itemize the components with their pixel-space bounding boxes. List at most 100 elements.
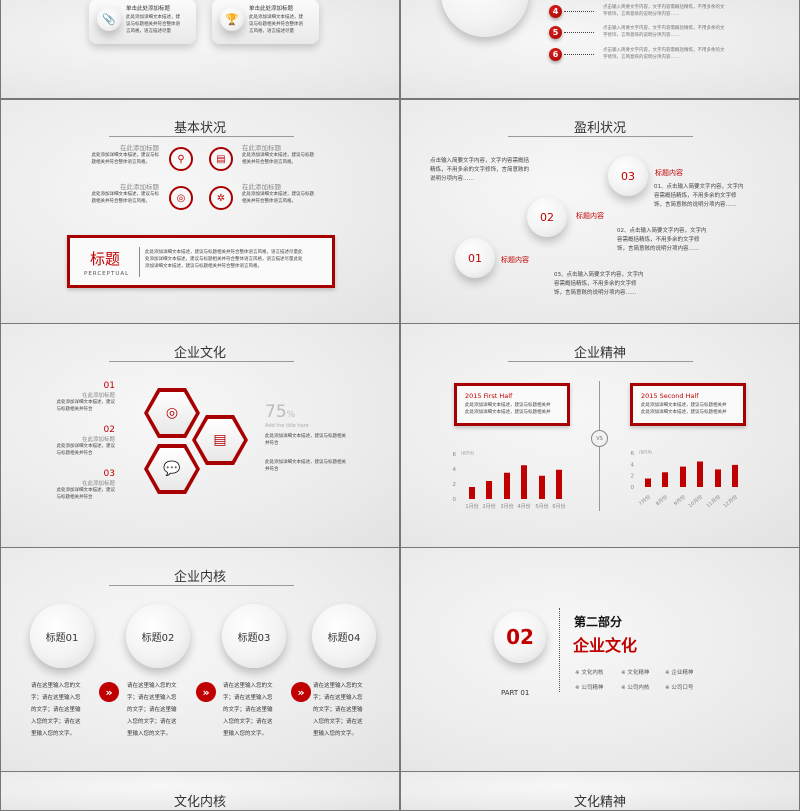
item-text: 的文字；请在这里输 bbox=[223, 707, 273, 713]
slide-thumbnail-cards[interactable]: 📎 单击此处添加标题 此处添加详细文本描述，建 议与标题相关并符合整体语 言风格… bbox=[0, 0, 400, 99]
item-text: 此处添加详细文本描述，建议与标 bbox=[91, 153, 160, 158]
y-tick-label: 2 bbox=[453, 482, 457, 488]
title-circle: 标题03 bbox=[222, 604, 286, 668]
unit-label: (百万元) bbox=[461, 451, 475, 455]
gear-icon: ✲ bbox=[209, 186, 233, 210]
note-text: 饰，言简意赅的说明分项内容…… bbox=[554, 290, 637, 296]
percent-value: 75 bbox=[265, 402, 287, 422]
slide-thumbnail-list[interactable]: 4 点击输入简要文字内容，文字内容需概括精炼，不用多余的文 字修饰，言简意赅的说明分… bbox=[400, 0, 800, 99]
note-text: 饰，言简意赅的说明分项内容…… bbox=[617, 246, 700, 252]
card-text: 此处添加详细文本描述，建 bbox=[126, 15, 180, 20]
slide-thumbnail-basic[interactable]: 基本状况 ⚲ 在此添加标题 此处添加详细文本描述，建议与标 题相关并符合整体语言风格。… bbox=[0, 99, 400, 324]
x-tick-label: 11月份 bbox=[705, 493, 722, 509]
card-text: 此处添加详细文本描述，建 bbox=[249, 15, 303, 20]
hexagon: ▤ bbox=[192, 415, 248, 465]
slide-thumbnail-culture-spirit[interactable]: 文化精神 bbox=[400, 771, 800, 811]
number-badge: 6 bbox=[549, 48, 562, 61]
document-icon: ▤ bbox=[209, 147, 233, 171]
x-tick-label: 7月份 bbox=[637, 493, 652, 507]
note-text: 03、点击输入简要文字内容，文字内 bbox=[554, 272, 644, 278]
feature-card: 🏆 单击此处添加标题 此处添加详细文本描述，建 议与标题相关并符合整体语 言风格… bbox=[212, 0, 319, 44]
item-text: 题相关并符合整体语言风格。 bbox=[91, 199, 151, 204]
note-text: 01、点击输入简要文字内容，文字内 bbox=[654, 184, 744, 190]
hexagon: 💬 bbox=[144, 444, 200, 494]
slide-title: 企业文化 bbox=[173, 346, 226, 361]
box-text: 处添加详细文本描述，建议与标题相关并符合整体语言风格，语言描述尽量此处 bbox=[145, 257, 303, 262]
bar-charts: 0 2 4 6 (百万元) 1月份 2月份 3月份 4月份 5月份 6月份 0 2 4 6 (百万元) 7月份 8… bbox=[453, 450, 739, 510]
item-text: 与标题相关并符合 bbox=[56, 451, 93, 456]
slide-thumbnail-profit[interactable]: 盈利状况 点击输入简要文字内容，文字内容需概括 精炼，不用多余的文字修饰，言简意… bbox=[400, 99, 800, 324]
note-text: 容需概括精炼，不用多余的文字修 bbox=[617, 237, 700, 243]
x-tick-label: 8月份 bbox=[654, 493, 669, 507]
item-text: 字修饰，言简意赅的说明分项内容…… bbox=[603, 12, 680, 17]
card-text: 言风格，语言描述尽量 bbox=[249, 29, 294, 34]
box-subheading: PERCEPTUAL bbox=[84, 271, 130, 277]
intro-text: 精炼，不用多余的文字修饰，言简意赅的 bbox=[430, 167, 530, 173]
bar bbox=[504, 472, 510, 499]
second-half-box: 2015 Second Half 此处添加详细文本描述，建议与标题相关并 此处添… bbox=[630, 383, 746, 426]
box-text: 添加详细文本描述，建议与标题相关并符合整体语言风格。 bbox=[145, 264, 262, 269]
number-badge: 4 bbox=[549, 5, 562, 18]
heading-box: 标题 PERCEPTUAL 此处添加详细文本描述，建议与标题相关并符合整体语言风… bbox=[67, 235, 335, 288]
section-number: 02 bbox=[494, 611, 546, 663]
bar bbox=[732, 464, 738, 487]
x-tick-label: 5月份 bbox=[535, 503, 548, 510]
item-number: 01 bbox=[103, 381, 115, 391]
vs-badge: VS bbox=[591, 430, 608, 447]
y-tick-label: 6 bbox=[631, 451, 635, 457]
slide-thumbnail-core[interactable]: 企业内核 标题01 请在这里输入您的文 字；请在这里输入您 的文字；请在这里输 入您的文… bbox=[0, 547, 400, 772]
step-label: 标题内容 bbox=[501, 256, 529, 264]
section-title: 企业文化 bbox=[573, 636, 638, 655]
bar bbox=[469, 487, 475, 499]
dotted-connector bbox=[564, 11, 594, 12]
x-tick-label: 1月份 bbox=[465, 503, 478, 510]
note-text: 饰，言简意赅的说明分项内容…… bbox=[654, 202, 737, 208]
bar bbox=[697, 461, 703, 487]
card-text: 言风格，语言描述尽量 bbox=[126, 29, 171, 34]
slide-title: 企业精神 bbox=[573, 346, 626, 361]
item-text: 与标题相关并符合 bbox=[56, 495, 93, 500]
slide-thumbnail-spirit[interactable]: 企业精神 2015 First Half 此处添加详细文本描述，建议与标题相关并… bbox=[400, 323, 800, 548]
step-circle: 03 bbox=[608, 156, 648, 196]
section-item: ※ 文化精神 bbox=[621, 670, 650, 676]
item-number: 02 bbox=[103, 425, 115, 435]
item-text: 请在这里输入您的文 bbox=[313, 683, 363, 689]
bar bbox=[556, 469, 562, 499]
bar bbox=[662, 472, 668, 487]
section-item: ※ 公司口号 bbox=[665, 685, 694, 691]
dotted-connector bbox=[564, 54, 594, 55]
item-text: 请在这里输入您的文 bbox=[127, 683, 177, 689]
card-title: 单击此处添加标题 bbox=[249, 6, 294, 12]
item-text: 此处添加详细文本描述，建议与标题 bbox=[242, 153, 314, 158]
item-text: 此处添加详细文本描述，建议 bbox=[56, 400, 116, 405]
box-title: 2015 First Half bbox=[465, 392, 513, 400]
search-icon: ⚲ bbox=[169, 147, 193, 171]
y-tick-label: 4 bbox=[453, 467, 457, 473]
card-text: 议与标题相关并符合整体语 bbox=[249, 22, 303, 27]
x-tick-label: 9月份 bbox=[672, 493, 687, 507]
paperclip-icon: 📎 bbox=[97, 7, 121, 31]
percent-caption: Add the title here bbox=[265, 423, 309, 429]
item-text: 字修饰，言简意赅的说明分项内容…… bbox=[603, 55, 680, 60]
bar bbox=[680, 466, 686, 487]
title-circle: 标题01 bbox=[30, 604, 94, 668]
slide-thumbnail-section[interactable]: 02 PART 01 第二部分 企业文化 ※ 文化内核 ※ 文化精神 ※ 企业精神 ※… bbox=[400, 547, 800, 772]
y-tick-label: 4 bbox=[631, 462, 635, 468]
slide-thumbnail-core-culture[interactable]: 文化内核 bbox=[0, 771, 400, 811]
part-label: PART 01 bbox=[501, 689, 530, 697]
item-text: 与标题相关并符合 bbox=[56, 407, 93, 412]
item-text: 相关并符合整体语言风格。 bbox=[242, 160, 296, 165]
section-item: ※ 企业精神 bbox=[665, 670, 694, 676]
x-tick-label: 4月份 bbox=[517, 503, 530, 510]
slide-thumbnail-culture[interactable]: 企业文化 01 在此添加标题 此处添加详细文本描述，建议 与标题相关并符合 02 在此添加… bbox=[0, 323, 400, 548]
item-text: 里输入您的文字。 bbox=[31, 731, 76, 737]
double-chevron-right-icon: » bbox=[291, 682, 311, 702]
item-text: 点击输入简要文字内容，文字内容需概括精炼，不用多余的文 bbox=[603, 48, 725, 53]
item-text: 字；请在这里输入您 bbox=[223, 695, 273, 701]
item-title: 在此添加标题 bbox=[242, 144, 281, 152]
note-text: 02、点击输入简要文字内容，文字内 bbox=[617, 228, 707, 234]
item-text: 的文字；请在这里输 bbox=[127, 707, 177, 713]
x-tick-label: 12月份 bbox=[722, 493, 739, 509]
item-text: 入您的文字；请在这 bbox=[223, 719, 273, 725]
step-label: 标题内容 bbox=[576, 212, 604, 220]
